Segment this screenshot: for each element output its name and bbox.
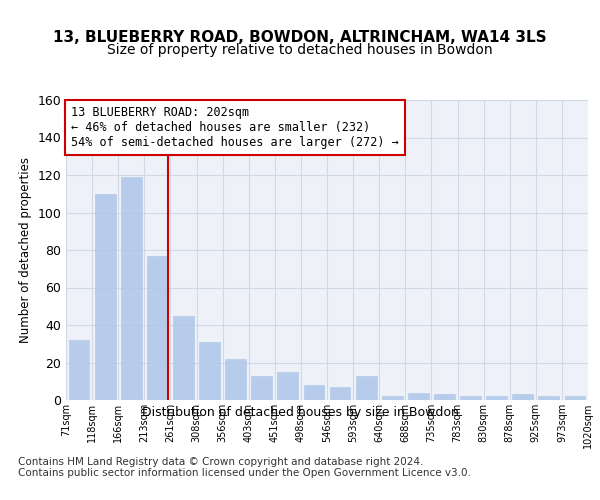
Bar <box>538 396 559 400</box>
Text: Distribution of detached houses by size in Bowdon: Distribution of detached houses by size … <box>142 406 458 419</box>
Y-axis label: Number of detached properties: Number of detached properties <box>19 157 32 343</box>
Bar <box>95 194 116 400</box>
Bar <box>356 376 377 400</box>
Bar <box>512 394 533 400</box>
Text: 13 BLUEBERRY ROAD: 202sqm
← 46% of detached houses are smaller (232)
54% of semi: 13 BLUEBERRY ROAD: 202sqm ← 46% of detac… <box>71 106 399 149</box>
Bar <box>147 256 168 400</box>
Bar <box>486 396 507 400</box>
Bar <box>277 372 298 400</box>
Bar <box>225 359 246 400</box>
Bar <box>408 392 429 400</box>
Bar <box>173 316 194 400</box>
Bar <box>565 396 586 400</box>
Bar <box>251 376 272 400</box>
Bar <box>382 396 403 400</box>
Bar <box>434 394 455 400</box>
Text: 13, BLUEBERRY ROAD, BOWDON, ALTRINCHAM, WA14 3LS: 13, BLUEBERRY ROAD, BOWDON, ALTRINCHAM, … <box>53 30 547 45</box>
Text: Contains HM Land Registry data © Crown copyright and database right 2024.
Contai: Contains HM Land Registry data © Crown c… <box>18 456 471 478</box>
Bar <box>121 177 142 400</box>
Bar <box>199 342 220 400</box>
Bar <box>329 387 350 400</box>
Bar <box>304 385 325 400</box>
Text: Size of property relative to detached houses in Bowdon: Size of property relative to detached ho… <box>107 43 493 57</box>
Bar <box>68 340 89 400</box>
Bar <box>460 396 481 400</box>
